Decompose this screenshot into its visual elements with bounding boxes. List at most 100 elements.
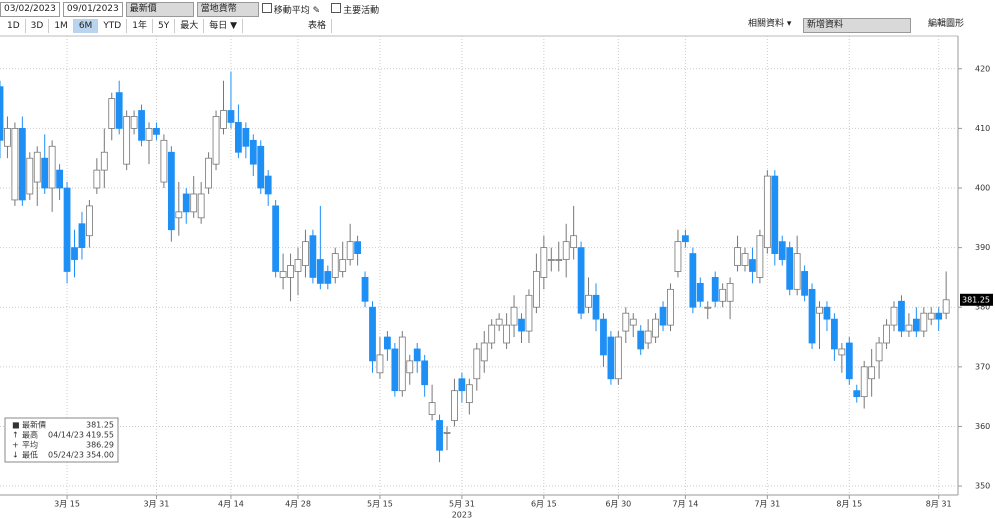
field-select[interactable]: 最新價 <box>125 1 194 17</box>
period-button[interactable]: 最大 <box>175 19 205 33</box>
legend-box <box>4 417 119 463</box>
candle-body <box>272 205 280 272</box>
candle-body <box>503 324 511 344</box>
period-button[interactable]: 1年 <box>127 19 153 33</box>
candle-body <box>421 360 429 386</box>
period-button[interactable]: 3D <box>26 19 50 33</box>
candle-body <box>406 360 414 374</box>
candle-body <box>749 259 756 272</box>
legend-value: 419.55 <box>86 431 114 440</box>
add-data[interactable]: 新增資料 <box>803 18 911 33</box>
y-tick-label: 350 <box>975 482 990 491</box>
start-date[interactable]: 03/02/2023 <box>0 1 60 17</box>
candle-body <box>875 342 883 362</box>
candle-body <box>309 235 317 278</box>
candle-body <box>71 247 78 260</box>
candle-body <box>562 241 570 260</box>
moving-average[interactable]: 移動平均 ✎ <box>261 2 320 16</box>
y-tick-label: 410 <box>975 124 990 133</box>
candle-body <box>0 86 4 141</box>
legend-date: 05/24/23 <box>48 451 84 460</box>
candle-body <box>48 145 56 189</box>
candle-body <box>905 324 913 332</box>
candle-body <box>533 271 540 308</box>
candle-body <box>898 300 905 332</box>
candle-body <box>391 348 399 392</box>
x-tick-label: 5月 31 <box>449 500 475 509</box>
moving-average-label: 移動平均 <box>273 5 310 16</box>
y-tick-label: 390 <box>975 243 990 252</box>
y-tick-label: 400 <box>975 184 990 193</box>
candle-body <box>912 318 920 332</box>
candle-body <box>123 116 131 165</box>
candle-body <box>4 127 11 147</box>
period-button[interactable]: 6M <box>73 19 99 33</box>
candle-body <box>607 336 615 380</box>
candle-body <box>801 271 808 296</box>
candle-body <box>63 187 71 272</box>
legend-value: 386.29 <box>86 441 114 450</box>
candle-body <box>756 235 764 278</box>
candle-body <box>734 247 741 266</box>
candle-body <box>398 336 406 392</box>
candle-body <box>808 288 816 344</box>
candle-body <box>242 127 250 147</box>
x-tick-label: 8月 15 <box>836 500 862 509</box>
candle-body <box>264 175 272 195</box>
legend-name: 最新價 <box>22 420 46 430</box>
candle-body <box>316 259 324 284</box>
table-button[interactable]: 表格 <box>303 19 333 33</box>
candle-body <box>577 247 585 314</box>
candle-body <box>816 306 823 314</box>
candle-body <box>592 294 600 320</box>
candle-body <box>585 294 592 308</box>
events[interactable]: 主要活動 <box>331 2 379 16</box>
candle-body <box>622 312 630 332</box>
candle-body <box>510 306 518 326</box>
candle-body <box>220 110 227 129</box>
candle-body <box>249 139 257 165</box>
candle-body <box>294 259 302 272</box>
candle-body <box>786 247 794 290</box>
candle-body <box>413 348 421 362</box>
candle-body <box>555 259 563 261</box>
end-date[interactable]: 09/01/2023 <box>62 1 123 17</box>
candle-body <box>682 235 689 243</box>
candle-body <box>547 259 555 261</box>
candle-body <box>86 205 93 237</box>
candle-body <box>41 157 49 189</box>
currency-select[interactable]: 當地貨幣 <box>196 1 259 17</box>
candle-body <box>793 253 801 290</box>
period-button[interactable]: 1D <box>2 19 26 33</box>
candle-body <box>175 211 183 219</box>
x-tick-label: 4月 28 <box>285 500 311 509</box>
candle-body <box>138 110 145 141</box>
legend-icon: ↑ <box>12 431 19 440</box>
legend-date: 04/14/23 <box>48 431 84 440</box>
period-button[interactable]: 5Y <box>153 19 176 33</box>
candle-body <box>644 330 652 344</box>
period-button[interactable]: YTD <box>98 19 128 33</box>
candle-body <box>443 432 451 434</box>
candle-body <box>667 288 674 326</box>
candle-body <box>428 402 436 415</box>
year-label: 2023 <box>452 511 472 519</box>
candle-body <box>78 223 86 249</box>
edit-chart[interactable]: 編輯圖形 <box>925 18 968 31</box>
frequency-button[interactable]: 每日 ▼ <box>204 19 244 33</box>
candle-body <box>130 116 138 129</box>
edit-label: 編輯圖形 <box>928 19 965 29</box>
candle-body <box>838 348 846 356</box>
related[interactable]: 相關資料 ▾ <box>745 18 795 31</box>
candle-body <box>115 92 123 129</box>
toolbar-row: 1D 3D 1M 6M YTD 1年 5Y 最大 每日 ▼ 表格 <box>2 18 333 34</box>
candle-body <box>182 193 190 213</box>
candle-body <box>935 312 943 320</box>
toolbar: 03/02/2023 09/01/2023 最新價 當地貨幣 移動平均 ✎ 主要… <box>0 0 995 34</box>
period-button[interactable]: 1M <box>49 19 74 33</box>
candle-body <box>465 384 473 404</box>
candle-body <box>11 127 19 201</box>
candle-body <box>160 139 168 183</box>
y-tick-label: 360 <box>975 422 990 431</box>
candle-body <box>726 282 734 302</box>
